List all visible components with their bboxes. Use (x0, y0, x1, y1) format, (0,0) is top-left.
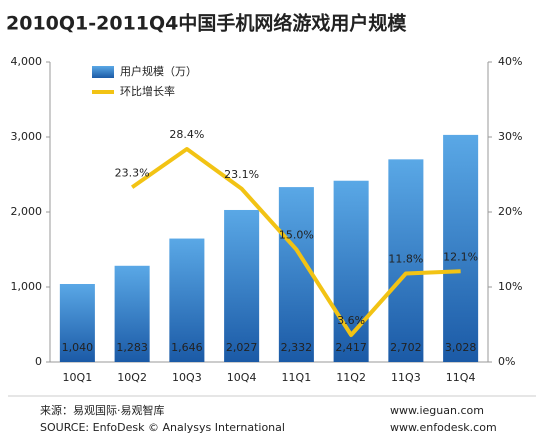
y2-tick-label: 40% (498, 55, 522, 68)
chart-title: 2010Q1-2011Q4中国手机网络游戏用户规模 (6, 12, 407, 35)
legend-swatch (92, 66, 114, 78)
x-tick-label: 10Q1 (63, 371, 93, 384)
link: www.ieguan.com (390, 404, 484, 417)
value-label: 28.4% (169, 128, 204, 141)
bar (443, 134, 479, 362)
x-tick-label: 11Q3 (391, 371, 421, 384)
value-label: 2,702 (390, 341, 422, 354)
value-label: 3.6% (337, 314, 365, 327)
y-tick-label: 2,000 (11, 205, 43, 218)
y2-tick-label: 30% (498, 130, 522, 143)
x-tick-label: 11Q1 (282, 371, 312, 384)
y-tick-label: 3,000 (11, 130, 43, 143)
source-line: 来源：易观国际·易观智库 (40, 403, 165, 417)
source-line: SOURCE: EnfoDesk © Analysys Internationa… (40, 421, 285, 434)
y2-tick-label: 10% (498, 280, 522, 293)
value-label: 11.8% (388, 253, 423, 266)
x-tick-label: 11Q2 (336, 371, 366, 384)
value-label: 12.1% (443, 250, 478, 263)
legend-label: 用户规模（万） (120, 64, 197, 78)
bar (114, 265, 150, 362)
value-label: 15.0% (279, 229, 314, 242)
bar (278, 187, 314, 362)
x-tick-label: 10Q3 (172, 371, 202, 384)
legend-label: 环比增长率 (120, 84, 175, 98)
value-label: 23.3% (115, 166, 150, 179)
value-label: 23.1% (224, 168, 259, 181)
link: www.enfodesk.com (390, 421, 497, 434)
x-tick-label: 10Q2 (117, 371, 147, 384)
bar (224, 209, 260, 362)
value-label: 2,417 (335, 341, 367, 354)
x-tick-label: 11Q4 (446, 371, 476, 384)
y-tick-label: 1,000 (11, 280, 43, 293)
y-tick-label: 0 (35, 355, 42, 368)
bar (59, 284, 95, 362)
y2-tick-label: 20% (498, 205, 522, 218)
y-tick-label: 4,000 (11, 55, 43, 68)
value-label: 3,028 (445, 341, 477, 354)
value-label: 1,040 (62, 341, 94, 354)
bar (388, 159, 424, 362)
y2-tick-label: 0% (498, 355, 515, 368)
value-label: 1,283 (116, 341, 148, 354)
line (130, 147, 461, 337)
bar (169, 238, 205, 362)
value-label: 2,027 (226, 341, 258, 354)
value-label: 1,646 (171, 341, 203, 354)
x-tick-label: 10Q4 (227, 371, 257, 384)
value-label: 2,332 (281, 341, 313, 354)
